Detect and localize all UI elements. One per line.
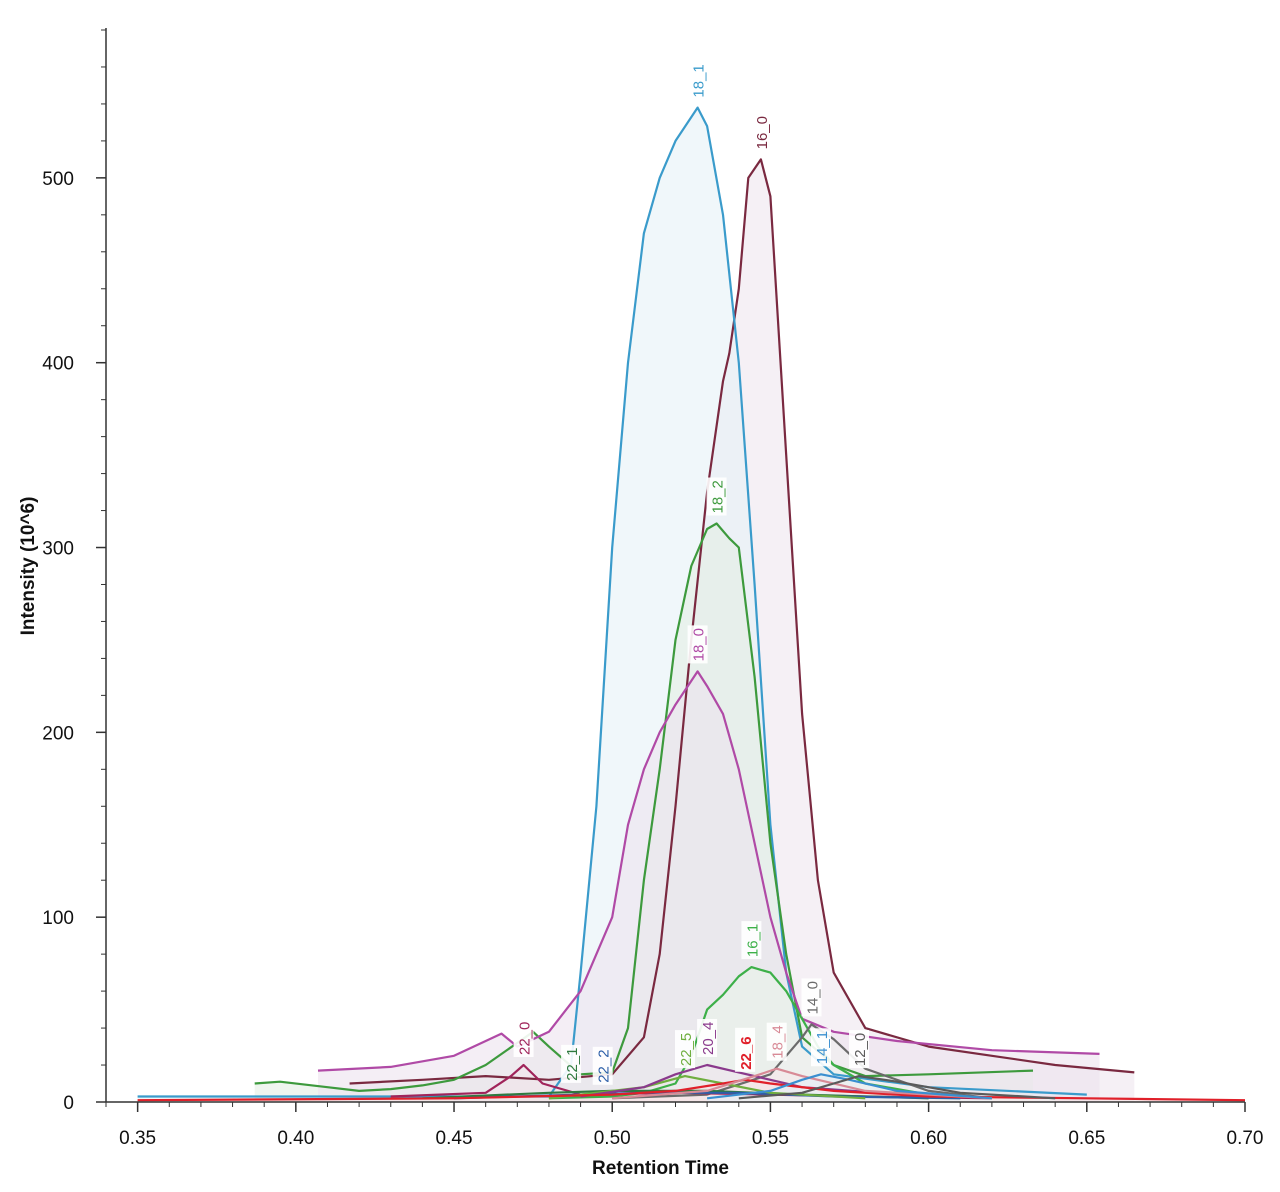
peak-label-box [849,1030,869,1069]
peak-label-text: 22_5 [678,1033,695,1066]
y-tick-label: 400 [42,354,74,375]
y-tick-label: 500 [42,169,74,190]
peak-label-18-2: 18_2 [706,477,727,516]
x-axis-ticks: 0.35 0.40 0.45 0.50 0.55 0.60 0.65 0.70 [105,1102,1264,1149]
peak-label-text: 22_1 [564,1048,581,1081]
peak-label-text: 14_1 [814,1031,831,1064]
y-axis-ticks: 0 100 200 300 400 500 [42,29,106,1114]
peak-label-box [592,1046,613,1085]
peak-label-22-6: 22_6 [735,1027,756,1072]
peak-label-box [687,61,708,100]
peak-label-18-1: 18_1 [687,61,708,100]
x-tick-label: 0.40 [277,1128,314,1149]
y-tick-label: 100 [42,908,74,929]
peak-label-box [513,1019,534,1057]
series-line-18-1 [137,106,1087,1098]
peak-label-box [741,921,762,960]
x-tick-label: 0.65 [1068,1128,1105,1149]
peak-label-box [766,1022,787,1061]
peak-label-box [811,1028,831,1067]
peak-labels: 16_0 18_1 18_2 18_0 16_1 14_0 22_0 22_1 22_2 22_5… [513,61,869,1085]
peak-label-14-0: 14_0 [801,978,822,1017]
peak-label-text: 12_0 [852,1033,869,1066]
y-tick-label: 200 [42,723,74,744]
peak-label-16-0: 16_0 [750,113,771,152]
series-line-18-2 [254,522,1034,1093]
x-tick-label: 0.50 [594,1128,631,1149]
peak-label-text: 18_0 [691,628,708,661]
x-tick-label: 0.45 [436,1128,473,1149]
peak-label-text: 14_0 [805,981,822,1014]
area-18-0 [318,671,1100,1102]
x-tick-label: 0.35 [119,1128,156,1149]
peak-label-box [750,113,771,152]
area-18-1 [137,107,1087,1103]
peak-label-box [687,625,708,664]
y-tick-label: 300 [42,539,74,560]
series-line-12-0 [738,1074,1056,1100]
peak-label-text: 16_1 [744,924,761,957]
peak-label-text: 18_1 [691,64,708,97]
x-axis-title: Retention Time [592,1158,729,1179]
peak-label-text: 16_0 [754,116,771,149]
series-line-18-4 [612,1067,992,1100]
series-areas [137,107,1246,1103]
peak-label-12-0: 12_0 [849,1030,869,1069]
y-axis-title: Intensity (10^6) [18,497,39,636]
axes: 0.35 0.40 0.45 0.50 0.55 0.60 0.65 0.70 0 100 200… [42,28,1263,1149]
series-line-14-1 [706,1073,992,1100]
peak-label-box [697,1019,718,1057]
peak-label-22-2: 22_2 [592,1046,613,1085]
peak-label-14-1: 14_1 [811,1028,831,1067]
peak-label-box [561,1044,582,1083]
peak-label-text: 18_2 [710,480,727,513]
peak-label-text: 18_4 [770,1025,787,1058]
peak-label-22-5: 22_5 [675,1030,695,1069]
peak-label-text: 22_6 [738,1036,755,1069]
peak-label-18-0: 18_0 [687,625,708,664]
x-tick-label: 0.55 [752,1128,789,1149]
peak-label-18-4: 18_4 [766,1022,787,1061]
peak-label-22-0: 22_0 [513,1019,534,1057]
peak-label-box [675,1030,695,1069]
y-tick-label: 0 [63,1093,74,1114]
x-tick-label: 0.60 [910,1128,947,1149]
peak-label-box [706,477,727,516]
peak-label-16-1: 16_1 [741,921,762,960]
peak-label-text: 22_2 [596,1049,613,1082]
peak-label-text: 20_4 [700,1022,717,1055]
peak-label-20-4: 20_4 [697,1019,718,1057]
peak-label-22-1: 22_1 [561,1044,582,1083]
peak-label-text: 22_0 [517,1022,534,1055]
x-tick-label: 0.70 [1227,1128,1264,1149]
peak-label-box [735,1027,756,1072]
peak-label-box [801,978,822,1017]
